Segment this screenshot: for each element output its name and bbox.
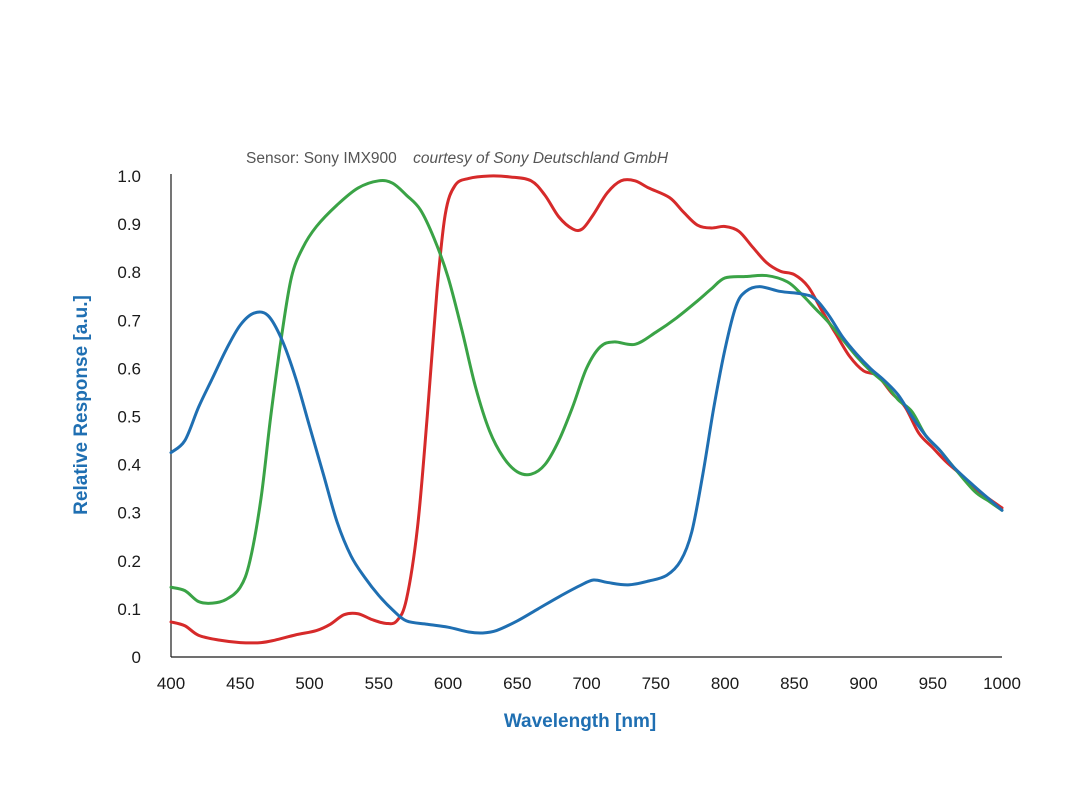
y-tick-label: 0.6 (117, 359, 141, 378)
y-tick-label: 0.5 (117, 408, 141, 427)
series-line-0 (169, 174, 1004, 645)
y-tick-label: 0.9 (117, 215, 141, 234)
y-tick-label: 0 (132, 648, 141, 667)
y-tick-label: 0.8 (117, 263, 141, 282)
x-tick-label: 400 (157, 674, 185, 693)
x-tick-label: 950 (919, 674, 947, 693)
y-tick-label: 0.1 (117, 600, 141, 619)
x-tick-label: 800 (711, 674, 739, 693)
annotation-credit: courtesy of Sony Deutschland GmbH (413, 150, 669, 167)
chart-annotation: Sensor: Sony IMX900 courtesy of Sony Deu… (246, 150, 669, 167)
x-tick-label: 900 (849, 674, 877, 693)
x-tick-label: 600 (434, 674, 462, 693)
series-line-2 (169, 285, 1004, 635)
series-line-1 (169, 179, 1004, 605)
y-axis-ticks: 0 0.1 0.2 0.3 0.4 0.5 0.6 0.7 0.8 0.9 1.0 (117, 167, 141, 667)
annotation-text: Sensor: Sony IMX900 courtesy of Sony Deu… (246, 150, 669, 167)
x-tick-label: 650 (503, 674, 531, 693)
axes (170, 174, 1002, 658)
y-tick-label: 0.7 (117, 311, 141, 330)
series-lines (169, 174, 1004, 645)
x-tick-label: 850 (780, 674, 808, 693)
annotation-sensor: Sensor: Sony IMX900 (246, 150, 397, 167)
y-tick-label: 0.4 (117, 456, 141, 475)
y-tick-label: 0.3 (117, 504, 141, 523)
x-axis-ticks: 400 450 500 550 600 650 700 750 800 850 900 950 1000 (157, 674, 1021, 693)
x-axis-title: Wavelength [nm] (504, 711, 656, 732)
x-tick-label: 550 (365, 674, 393, 693)
y-tick-label: 1.0 (117, 167, 141, 186)
y-axis-title: Relative Response [a.u.] (71, 295, 92, 515)
y-tick-label: 0.2 (117, 552, 141, 571)
x-tick-label: 700 (572, 674, 600, 693)
x-tick-label: 750 (642, 674, 670, 693)
x-tick-label: 1000 (983, 674, 1021, 693)
x-tick-label: 450 (226, 674, 254, 693)
x-tick-label: 500 (295, 674, 323, 693)
